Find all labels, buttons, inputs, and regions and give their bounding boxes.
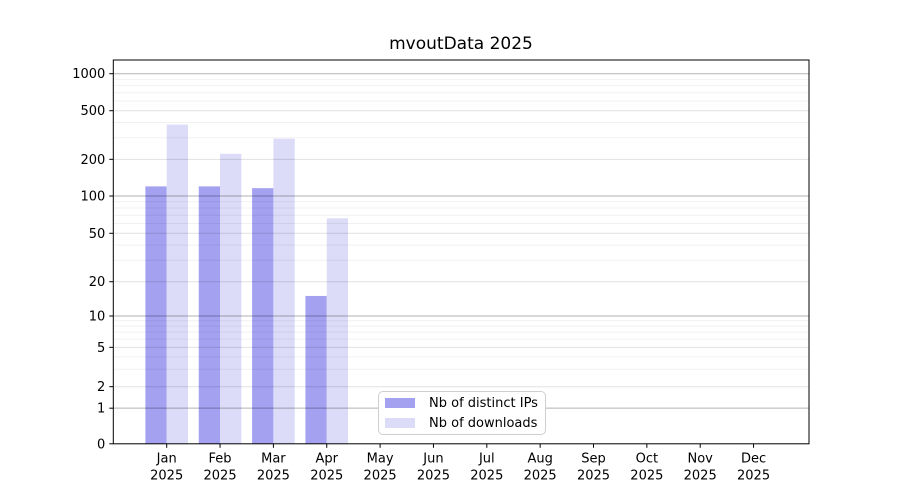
legend-item-distinct-ips: Nb of distinct IPs — [385, 395, 545, 412]
y-tick-label-10: 10 — [89, 309, 106, 324]
legend-item-downloads: Nb of downloads — [385, 415, 545, 432]
x-tick-label-apr: Apr 2025 — [310, 452, 343, 484]
y-tick-label-1: 1 — [97, 402, 105, 417]
bar-nb-of-distinct-ips-mar — [252, 188, 274, 444]
x-tick-label-jul: Jul 2025 — [470, 452, 503, 484]
bar-nb-of-downloads-feb — [220, 153, 242, 444]
y-tick-label-2: 2 — [97, 380, 105, 395]
y-tick-label-1000: 1000 — [72, 67, 105, 82]
x-tick-label-feb: Feb 2025 — [204, 452, 237, 484]
x-tick-label-may: May 2025 — [364, 452, 397, 484]
x-tick-label-oct: Oct 2025 — [630, 452, 663, 484]
legend-swatch-downloads-icon — [385, 418, 415, 428]
bar-nb-of-distinct-ips-apr — [305, 295, 327, 444]
bar-nb-of-downloads-apr — [326, 218, 349, 444]
x-tick-label-dec: Dec 2025 — [737, 452, 770, 484]
legend-swatch-distinct-ips-icon — [385, 398, 415, 408]
y-tick-label-200: 200 — [80, 153, 105, 168]
y-tick-label-50: 50 — [89, 227, 106, 242]
x-tick-label-aug: Aug 2025 — [524, 452, 557, 484]
chart-title: mvoutData 2025 — [389, 34, 533, 54]
legend: Nb of distinct IPs Nb of downloads — [378, 391, 546, 435]
y-tick-label-0: 0 — [97, 437, 105, 452]
bar-nb-of-downloads-mar — [273, 138, 295, 444]
legend-label-downloads: Nb of downloads — [429, 415, 538, 431]
legend-label-distinct-ips: Nb of distinct IPs — [429, 395, 538, 411]
bar-nb-of-downloads-jan — [166, 124, 188, 444]
x-tick-label-nov: Nov 2025 — [684, 452, 717, 484]
x-tick-label-sep: Sep 2025 — [577, 452, 610, 484]
y-tick-label-100: 100 — [80, 190, 105, 205]
y-tick-label-5: 5 — [97, 341, 105, 356]
x-tick-label-jan: Jan 2025 — [150, 452, 183, 484]
bar-nb-of-distinct-ips-jan — [145, 186, 167, 444]
y-tick-label-20: 20 — [89, 275, 106, 290]
x-tick-label-mar: Mar 2025 — [257, 452, 290, 484]
bar-nb-of-distinct-ips-feb — [198, 186, 221, 444]
y-tick-label-500: 500 — [80, 104, 105, 119]
x-tick-label-jun: Jun 2025 — [417, 452, 450, 484]
axes-frame — [112, 59, 810, 445]
